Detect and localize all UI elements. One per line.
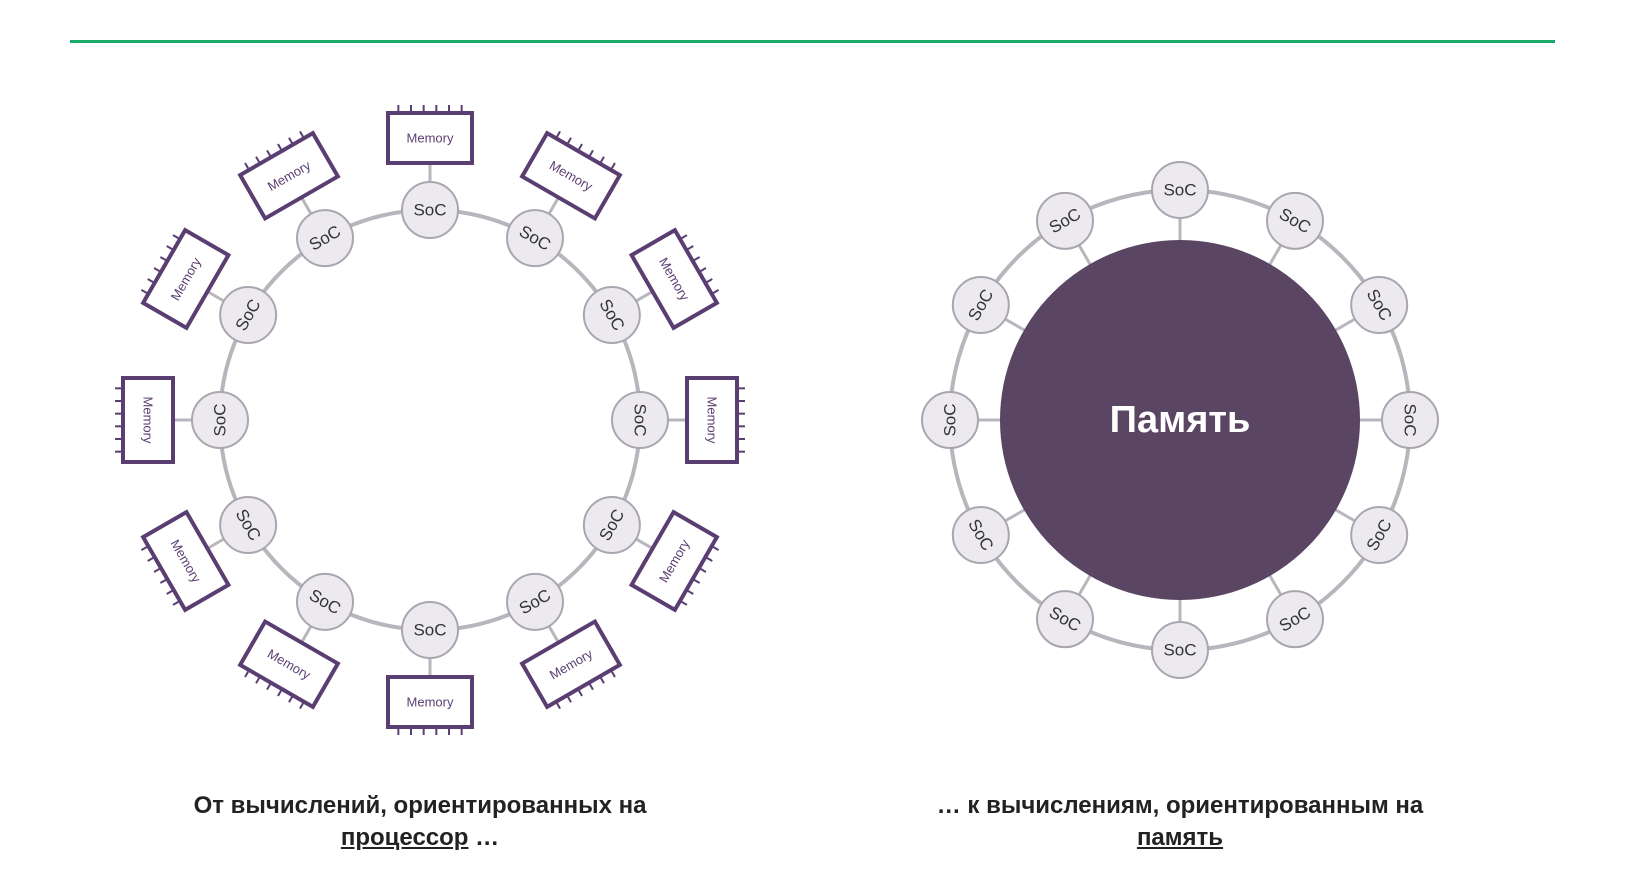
caption-right: … к вычислениям, ориентированным на памя… [860,790,1500,855]
svg-text:SoC: SoC [211,403,230,436]
svg-text:SoC: SoC [413,201,446,220]
diagram-memory-centric: ПамятьSoCSoCSoCSoCSoCSoCSoCSoCSoCSoCSoCS… [860,100,1500,740]
page: Memory SoC Memory SoC Memory SoC Memory SoC Memo… [0,0,1625,887]
caption-right-underlined: память [1137,824,1223,851]
memory-module: Memory [632,226,724,328]
svg-text:SoC: SoC [1163,181,1196,200]
memory-module: Memory [687,378,745,462]
svg-text:SoC: SoC [1401,403,1420,436]
svg-text:Memory: Memory [407,131,454,146]
svg-text:SoC: SoC [941,403,960,436]
memory-module: Memory [522,622,624,714]
memory-module: Memory [136,226,228,328]
memory-module: Memory [522,126,624,218]
memory-module: Memory [388,677,472,735]
svg-text:SoC: SoC [631,403,650,436]
svg-text:SoC: SoC [1163,641,1196,660]
svg-text:SoC: SoC [413,621,446,640]
caption-left: От вычислений, ориентированных на процес… [100,790,740,855]
caption-left-underlined: процессор [341,824,469,851]
memory-module: Memory [115,378,173,462]
memory-module: Memory [136,512,228,614]
caption-left-line1: От вычислений, ориентированных на [194,792,647,819]
caption-right-line1: … к вычислениям, ориентированным на [937,792,1424,819]
svg-text:Memory: Memory [141,397,156,444]
caption-left-trailing: … [468,824,499,851]
memory-module: Memory [236,126,338,218]
svg-text:Memory: Memory [407,695,454,710]
top-rule [70,40,1555,43]
svg-text:Memory: Memory [705,397,720,444]
diagram-processor-centric: Memory SoC Memory SoC Memory SoC Memory SoC Memo… [80,70,780,770]
memory-module: Memory [632,512,724,614]
memory-hub-label: Память [1110,399,1251,441]
memory-module: Memory [236,622,338,714]
memory-module: Memory [388,105,472,163]
